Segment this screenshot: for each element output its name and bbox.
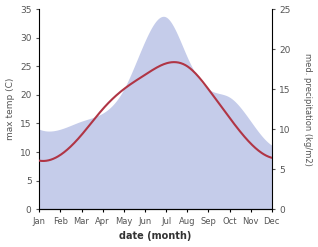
X-axis label: date (month): date (month) xyxy=(119,231,192,242)
Y-axis label: max temp (C): max temp (C) xyxy=(5,78,15,140)
Y-axis label: med. precipitation (kg/m2): med. precipitation (kg/m2) xyxy=(303,53,313,165)
